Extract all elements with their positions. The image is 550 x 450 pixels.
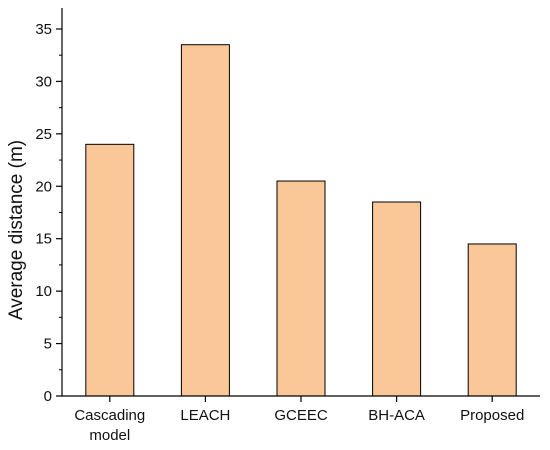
y-axis-label: Average distance (m) — [6, 140, 27, 320]
y-tick-label: 15 — [35, 231, 52, 248]
bar — [467, 243, 517, 397]
y-tick-label: 35 — [35, 21, 52, 38]
x-tick-label-line: GCEEC — [274, 407, 328, 424]
y-tick-label: 0 — [44, 388, 52, 405]
bar — [276, 180, 326, 397]
y-tick-label: 30 — [35, 73, 52, 90]
x-tick-label-line: BH-ACA — [368, 407, 425, 424]
bar — [180, 44, 230, 397]
y-tick-label: 10 — [35, 283, 52, 300]
x-tick-label-line: Cascading — [74, 407, 145, 424]
x-tick-label-line: model — [89, 427, 130, 444]
plot-area: 0 5 10 15 20 25 30 35 Cascading model LEACH GCEEC BH… — [35, 8, 540, 444]
x-tick-label: BH-ACA — [368, 407, 425, 424]
x-tick-label: Proposed — [460, 407, 524, 424]
y-tick-label: 5 — [44, 336, 52, 353]
x-tick-label: GCEEC — [274, 407, 328, 424]
x-tick-label-line: Proposed — [460, 407, 524, 424]
y-tick-label: 20 — [35, 178, 52, 195]
bar — [85, 143, 135, 397]
x-tick-label-line: LEACH — [180, 407, 230, 424]
x-tick-label: Cascading model — [74, 407, 145, 444]
x-tick-label: LEACH — [180, 407, 230, 424]
bar — [372, 201, 422, 397]
y-tick-label: 25 — [35, 126, 52, 143]
